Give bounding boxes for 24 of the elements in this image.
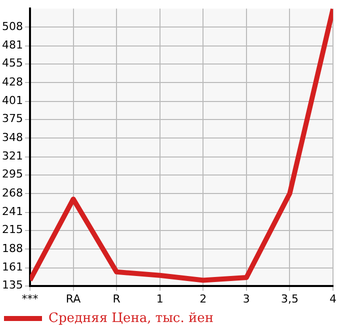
- y-tick-label: 188: [2, 242, 23, 255]
- x-tick-label: ***: [22, 292, 39, 306]
- legend-label: Средняя Цена, тыс. йен: [48, 310, 214, 326]
- x-tick-label: 1: [156, 292, 164, 306]
- y-tick-label: 241: [2, 205, 23, 218]
- y-tick-label: 508: [2, 20, 23, 33]
- x-tick-label: 2: [200, 292, 207, 306]
- x-tick-label: 3,5: [280, 292, 298, 306]
- y-tick-label: 268: [2, 186, 23, 200]
- y-tick-label: 455: [2, 56, 23, 70]
- y-tick-label: 135: [2, 278, 23, 292]
- y-tick-label: 321: [2, 150, 23, 163]
- x-tick-label: RA: [66, 292, 82, 306]
- y-tick-label: 295: [2, 168, 23, 181]
- y-tick-label: 348: [2, 130, 23, 144]
- y-tick-label: 375: [2, 112, 23, 126]
- y-tick-label: 215: [2, 223, 23, 236]
- y-tick-label: 161: [2, 260, 23, 274]
- y-tick-label: 428: [2, 75, 23, 88]
- x-tick-label: 4: [330, 292, 336, 306]
- x-tick-label: R: [112, 292, 121, 306]
- y-tick-label: 401: [2, 94, 23, 108]
- x-tick-label: 3: [242, 292, 250, 306]
- y-tick-label: 481: [2, 38, 23, 52]
